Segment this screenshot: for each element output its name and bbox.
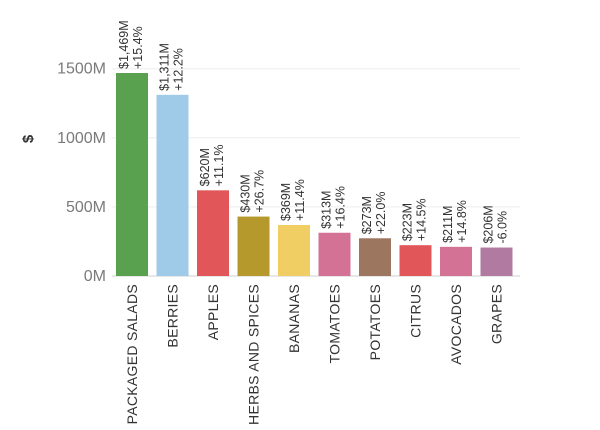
bar-data-label: $313M +16.4% — [320, 186, 348, 229]
category-labels: PACKAGED SALADS BERRIES APPLES HERBS AND SP… — [124, 284, 505, 425]
bar[interactable] — [440, 246, 472, 276]
bar-data-label: $1,311M +12.2% — [158, 43, 186, 91]
bar-data-label: $206M -6.0% — [482, 205, 510, 243]
bar[interactable] — [116, 73, 148, 276]
bar-change-label: +11.4% — [293, 179, 307, 221]
x-category-label: POTATOES — [367, 284, 383, 360]
y-tick-label: 500M — [66, 199, 106, 216]
x-category-label: GRAPES — [489, 284, 505, 344]
bar[interactable] — [399, 245, 432, 276]
bar-data-label: $211M +14.8% — [441, 200, 469, 243]
bar-change-label: +14.8% — [455, 200, 469, 243]
bar[interactable] — [359, 238, 391, 276]
bar-change-label: +15.4% — [131, 26, 145, 69]
bar-value-label: $313M — [320, 191, 334, 229]
bar-data-label: $369M +11.4% — [279, 179, 307, 221]
y-tick-label: 0M — [84, 268, 106, 285]
bar[interactable] — [156, 94, 189, 277]
x-category-label: PACKAGED SALADS — [124, 284, 140, 424]
bar-change-label: +22.0% — [374, 192, 388, 235]
bar-value-label: $211M — [441, 206, 455, 243]
bar-change-label: +11.1% — [212, 144, 226, 186]
bar[interactable] — [278, 225, 310, 276]
bar-data-label: $223M +14.5% — [401, 198, 429, 241]
y-tick-label: 1500M — [57, 61, 106, 78]
y-tick-label: 1000M — [57, 130, 106, 147]
bar-change-label: +26.7% — [253, 170, 267, 213]
bar-value-label: $223M — [401, 203, 415, 241]
bar-value-label: $620M — [198, 148, 212, 186]
bar-value-label: $206M — [482, 205, 496, 243]
bar[interactable] — [318, 232, 351, 276]
bar-change-label: +14.5% — [415, 198, 429, 241]
x-category-label: AVOCADOS — [448, 284, 464, 365]
y-axis-ticks: 0M 500M 1000M 1500M — [57, 61, 106, 285]
x-category-label: CITRUS — [408, 284, 424, 338]
bar-data-label: $273M +22.0% — [360, 192, 388, 235]
bar[interactable] — [480, 247, 513, 276]
bar[interactable] — [237, 216, 270, 276]
x-category-label: TOMATOES — [327, 284, 343, 363]
y-axis-title: $ — [20, 134, 37, 143]
bar-value-label: $1,311M — [158, 43, 172, 91]
bar-value-label: $1,469M — [117, 20, 131, 69]
x-category-label: BERRIES — [165, 284, 181, 348]
bar-value-label: $369M — [279, 183, 293, 221]
bar-data-label: $1,469M +15.4% — [117, 20, 145, 69]
bar-value-label: $273M — [360, 196, 374, 234]
bar-data-label: $430M +26.7% — [239, 170, 267, 213]
bar-change-label: +16.4% — [334, 186, 348, 229]
x-category-label: BANANAS — [286, 284, 302, 353]
bar-change-label: +12.2% — [172, 48, 186, 91]
x-category-label: APPLES — [205, 284, 221, 340]
x-category-label: HERBS AND SPICES — [246, 284, 262, 425]
bar-data-label: $620M +11.1% — [198, 144, 226, 186]
bar[interactable] — [197, 190, 229, 276]
data-labels: $1,469M +15.4% $1,311M +12.2% $620M +11.1% $43… — [117, 20, 510, 243]
bars — [116, 73, 513, 277]
bar-change-label: -6.0% — [496, 211, 510, 244]
bar-value-label: $430M — [239, 174, 253, 212]
